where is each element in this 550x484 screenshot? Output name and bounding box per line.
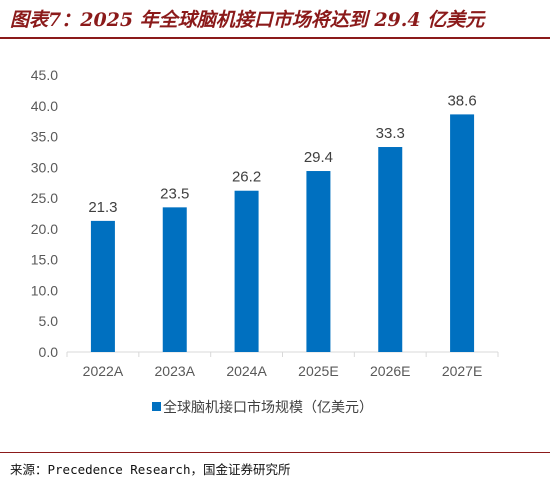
bar	[162, 207, 187, 352]
y-tick-label: 30.0	[31, 159, 58, 175]
y-tick-label: 25.0	[31, 190, 58, 206]
y-tick-label: 5.0	[39, 313, 59, 329]
title-divider	[0, 37, 550, 39]
x-tick-label: 2027E	[442, 363, 482, 379]
data-label: 23.5	[160, 185, 189, 202]
data-label: 38.6	[447, 92, 476, 109]
y-tick-label: 40.0	[31, 98, 58, 114]
y-tick-label: 10.0	[31, 282, 58, 298]
data-label: 33.3	[376, 125, 405, 142]
source-divider	[0, 452, 550, 453]
bar	[234, 190, 259, 352]
y-tick-label: 15.0	[31, 252, 58, 268]
x-tick-label: 2024A	[226, 363, 267, 379]
y-tick-label: 45.0	[31, 67, 58, 83]
source-note: 来源：Precedence Research，国金证券研究所	[10, 462, 291, 477]
bar-chart: 0.0 5.0 10.0 15.0 20.0 25.0 30.0 35.0 40.0 45.0 21…	[31, 67, 499, 415]
chart-title: 图表7：2025 年全球脑机接口市场将达到 29.4 亿美元	[10, 9, 485, 31]
x-tick-label: 2023A	[155, 363, 196, 379]
data-label: 21.3	[88, 199, 117, 216]
bar	[306, 171, 331, 352]
data-label: 29.4	[304, 149, 333, 166]
bar	[450, 114, 475, 352]
bar	[378, 147, 403, 352]
y-tick-label: 20.0	[31, 221, 58, 237]
y-tick-label: 0.0	[39, 344, 59, 360]
x-tick-label: 2025E	[298, 363, 338, 379]
legend-label: 全球脑机接口市场规模（亿美元）	[163, 399, 373, 415]
legend-swatch	[152, 402, 161, 411]
bar	[90, 220, 115, 352]
x-tick-label: 2026E	[370, 363, 410, 379]
y-tick-label: 35.0	[31, 129, 58, 145]
x-tick-label: 2022A	[83, 363, 124, 379]
data-label: 26.2	[232, 169, 261, 186]
